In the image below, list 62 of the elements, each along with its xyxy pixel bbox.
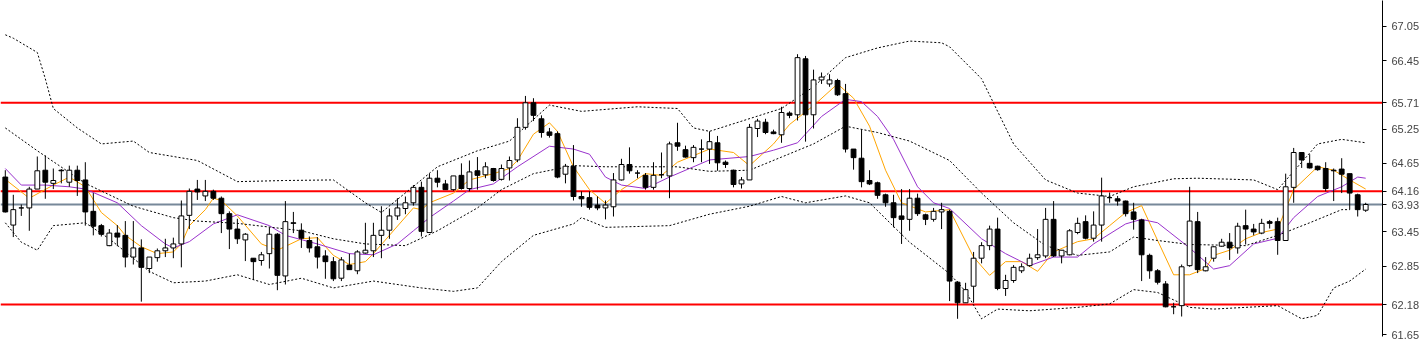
candlestick <box>938 202 945 230</box>
candlestick <box>34 156 41 190</box>
candlestick <box>1002 274 1009 297</box>
candlestick <box>474 156 481 191</box>
candlestick <box>202 179 209 202</box>
candlestick <box>250 257 257 281</box>
y-tick-label: 61.65 <box>1391 328 1420 341</box>
candlestick <box>458 162 465 191</box>
candlestick <box>1242 209 1249 245</box>
y-tick-label: 63.45 <box>1391 225 1420 238</box>
y-tick-label: 65.25 <box>1391 123 1420 136</box>
candlestick <box>338 256 345 282</box>
candlestick <box>698 138 705 163</box>
candlestick <box>138 238 145 303</box>
candlestick <box>242 232 249 262</box>
candlestick <box>1090 210 1097 243</box>
candlestick <box>506 156 513 181</box>
candlestick <box>1338 157 1345 194</box>
candlestick <box>186 188 193 230</box>
candlestick <box>170 237 177 259</box>
candlestick <box>850 148 857 171</box>
ref-line-label: 64.16 <box>1391 185 1420 198</box>
candlestick <box>1322 161 1329 192</box>
candlestick <box>322 249 329 280</box>
ref-line-label: 63.93 <box>1391 198 1420 211</box>
candlestick <box>354 249 361 275</box>
candlestick <box>1130 202 1137 231</box>
candlestick <box>130 220 137 265</box>
candlestick <box>66 165 73 188</box>
candlestick <box>1146 253 1153 280</box>
candlestick <box>26 186 33 232</box>
candlestick <box>1346 173 1353 211</box>
candlestick <box>218 196 225 234</box>
candlestick <box>50 168 57 190</box>
candlestick <box>74 165 81 197</box>
candlestick <box>298 222 305 249</box>
candlestick <box>386 208 393 240</box>
candlestick <box>962 282 969 304</box>
candlestick <box>330 256 337 282</box>
candlestick <box>906 188 913 232</box>
candlestick <box>410 184 417 207</box>
candlestick <box>290 211 297 234</box>
candlestick <box>42 154 49 200</box>
candlestick <box>122 220 129 268</box>
ref-line-label: 65.71 <box>1391 96 1420 109</box>
candlestick <box>858 129 865 188</box>
y-tick-label: 67.05 <box>1391 20 1420 33</box>
candlestick <box>914 193 921 217</box>
candlestick <box>114 224 121 247</box>
candlestick <box>234 218 241 245</box>
candlestick <box>226 210 233 250</box>
candlestick <box>194 179 201 201</box>
candlestick <box>1162 280 1169 308</box>
candlestick <box>978 241 985 264</box>
candlestick <box>466 160 473 192</box>
candlestick <box>986 225 993 251</box>
candlestick <box>162 238 169 258</box>
y-tick-label: 64.65 <box>1391 157 1420 170</box>
y-tick-label: 66.45 <box>1391 54 1420 67</box>
ref-line-label: 62.18 <box>1391 298 1420 311</box>
candlestick <box>314 236 321 269</box>
y-tick-label: 62.85 <box>1391 260 1420 273</box>
